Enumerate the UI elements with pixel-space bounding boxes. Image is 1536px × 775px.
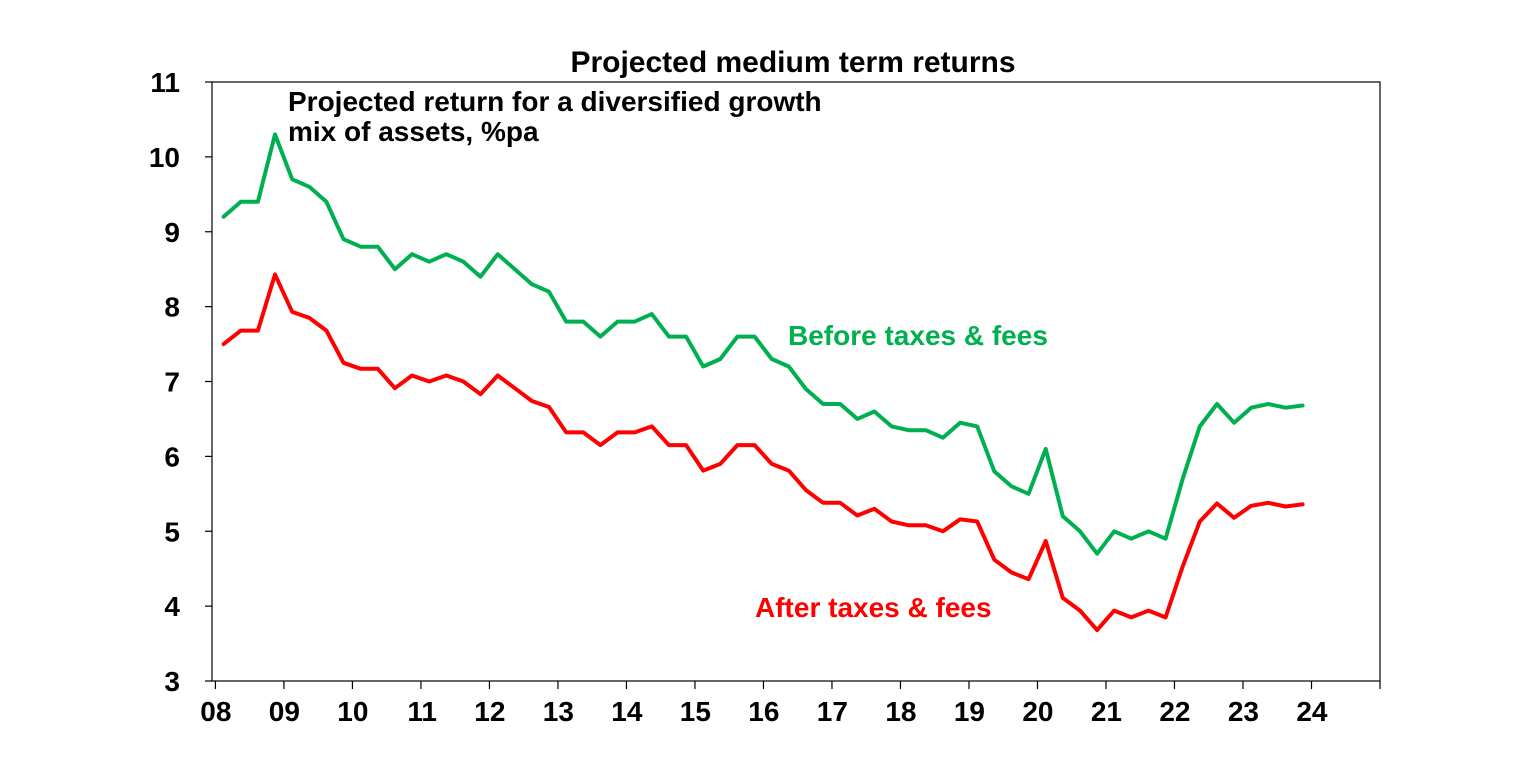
x-tick-label: 14 (611, 696, 643, 727)
y-tick-label: 10 (149, 142, 180, 173)
x-tick-label: 19 (954, 696, 985, 727)
legend-after-taxes: After taxes & fees (755, 592, 992, 623)
y-tick-label: 9 (164, 217, 180, 248)
series-layer (221, 132, 1305, 633)
x-tick-label: 21 (1091, 696, 1122, 727)
x-tick-label: 17 (817, 696, 848, 727)
y-tick-label: 8 (164, 292, 180, 323)
x-tick-label: 09 (269, 696, 300, 727)
x-tick-label: 23 (1228, 696, 1259, 727)
x-tick-label: 22 (1159, 696, 1190, 727)
axes: 3 4 5 6 7 8 9 10 11 08 09 10 11 12 13 14 15 16 17 18 19 20 21 2… (149, 67, 1381, 727)
annotation-line-2: mix of assets, %pa (288, 116, 539, 147)
x-tick-label: 16 (748, 696, 779, 727)
series-line-before-taxes (221, 132, 1305, 556)
x-tick-label: 18 (885, 696, 916, 727)
x-tick-label: 11 (407, 696, 437, 727)
chart-title: Projected medium term returns (570, 46, 1015, 79)
x-tick-label: 12 (474, 696, 505, 727)
y-tick-label: 6 (164, 441, 180, 472)
x-tick-label: 10 (337, 696, 368, 727)
y-tick-label: 5 (164, 516, 180, 547)
x-tick-label: 13 (543, 696, 574, 727)
y-tick-label: 4 (164, 591, 180, 622)
legend-before-taxes: Before taxes & fees (788, 320, 1048, 351)
y-tick-label: 11 (150, 67, 180, 98)
x-tick-label: 20 (1022, 696, 1053, 727)
annotation-line-1: Projected return for a diversified growt… (288, 86, 822, 117)
series-line-after-taxes (221, 272, 1305, 633)
y-tick-label: 3 (164, 666, 180, 697)
y-tick-label: 7 (164, 367, 180, 398)
x-tick-label: 24 (1296, 696, 1328, 727)
x-tick-label: 15 (680, 696, 711, 727)
x-tick-label: 08 (200, 696, 231, 727)
